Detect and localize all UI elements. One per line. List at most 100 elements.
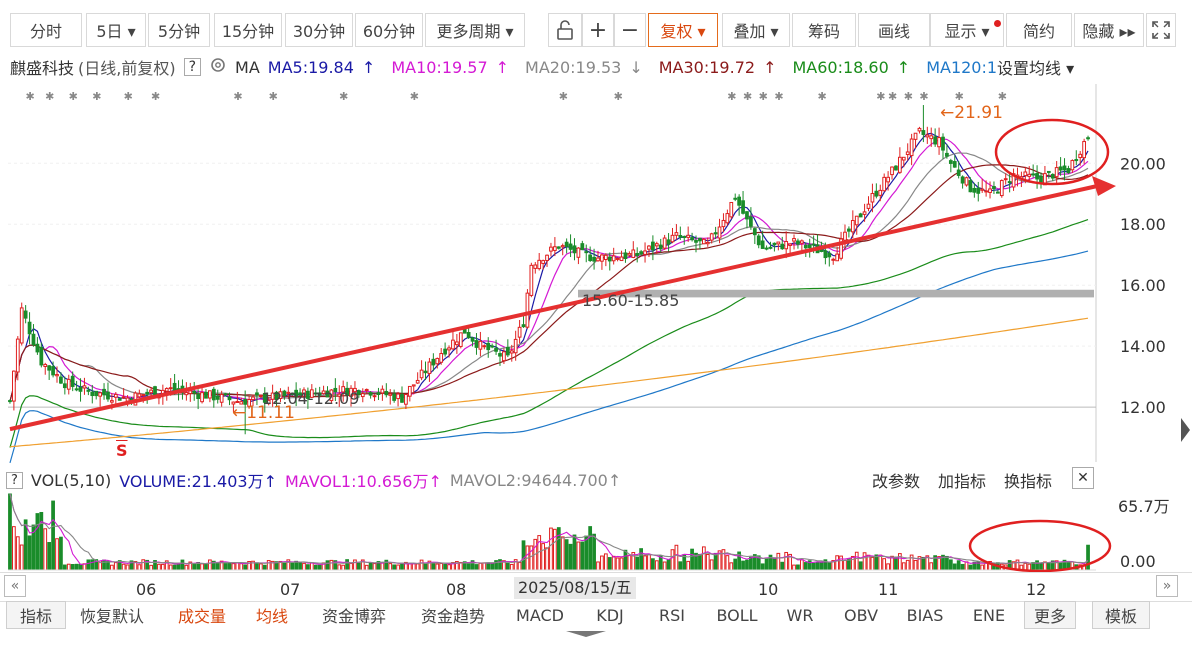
tab-bias[interactable]: BIAS	[906, 605, 944, 625]
candle-body	[729, 201, 734, 218]
period-more[interactable]: 更多周期 ▾	[425, 13, 525, 47]
candle-body	[639, 251, 643, 255]
volume-bar	[78, 563, 83, 571]
panel-drag-handle[interactable]	[566, 631, 606, 637]
ma120-label: MA120:1	[926, 57, 998, 77]
add-indicator-button[interactable]: 加指标	[938, 472, 987, 491]
candle-body	[1074, 159, 1079, 162]
zoom-out-button[interactable]: −	[614, 13, 646, 47]
candle-body	[55, 374, 59, 377]
volume-bar	[749, 556, 753, 571]
fullscreen-button[interactable]	[1146, 13, 1176, 47]
candle-body	[1078, 153, 1083, 159]
s-marker[interactable]: S	[116, 441, 128, 460]
volume-bar	[709, 559, 714, 571]
candle-body	[521, 324, 526, 328]
period-fenshi[interactable]: 分时	[10, 13, 82, 47]
candle-body	[925, 134, 930, 138]
tab-wr[interactable]: WR	[786, 605, 814, 625]
adjust-button[interactable]: 复权 ▾	[648, 13, 718, 47]
event-marker: ✱	[743, 90, 752, 103]
volume-bar	[474, 564, 479, 571]
candle-body	[384, 391, 389, 396]
candle-body	[698, 237, 702, 242]
volume-bar	[505, 562, 510, 571]
candle-body	[737, 196, 742, 206]
volume-bar	[948, 559, 953, 571]
candle-body	[1066, 168, 1071, 174]
candle-body	[968, 180, 973, 193]
gear-icon[interactable]	[209, 56, 227, 78]
event-marker: ✱	[998, 90, 1007, 103]
set-ma-button[interactable]: 设置均线 ▾	[997, 59, 1075, 78]
tab-restore-default[interactable]: 恢复默认	[79, 607, 144, 626]
period-30min[interactable]: 30分钟	[285, 13, 353, 47]
tab-indicator[interactable]: 指标	[6, 601, 66, 629]
lock-button[interactable]	[548, 13, 582, 47]
display-button[interactable]: 显示 ▾	[930, 13, 1004, 47]
edit-params-button[interactable]: 改参数	[872, 472, 921, 491]
close-indicator-button[interactable]: ✕	[1072, 467, 1094, 489]
volume-bar	[349, 562, 353, 571]
volume-help[interactable]: ?	[6, 471, 23, 489]
event-marker: ✱	[233, 90, 242, 103]
simple-button[interactable]: 简约	[1006, 13, 1072, 47]
candle-body	[784, 241, 789, 250]
candle-body	[82, 385, 87, 389]
tab-more[interactable]: 更多	[1024, 601, 1076, 629]
volume-bar	[850, 555, 855, 571]
tab-boll[interactable]: BOLL	[716, 605, 758, 625]
tab-ene[interactable]: ENE	[972, 605, 1006, 625]
volume-chart[interactable]	[0, 490, 1192, 572]
candle-body	[325, 390, 330, 398]
candle-body	[474, 340, 479, 348]
hide-button[interactable]: 隐藏 ▸▸	[1074, 13, 1144, 47]
event-marker: ✱	[339, 90, 348, 103]
volume-bar	[208, 559, 212, 571]
scroll-right-arrow[interactable]	[1181, 418, 1190, 442]
scroll-right-button[interactable]: »	[1156, 575, 1178, 597]
overlay-button[interactable]: 叠加 ▾	[722, 13, 790, 47]
tab-fund-trend[interactable]: 资金趋势	[420, 607, 485, 626]
chips-button[interactable]: 筹码	[792, 13, 856, 47]
volume-bar	[15, 536, 20, 571]
candle-body	[513, 338, 518, 354]
vol-indicator: VOL(5,10)	[30, 470, 112, 490]
candle-body	[219, 393, 224, 403]
candle-body	[215, 395, 220, 400]
candle-body	[51, 366, 55, 376]
candle-body	[596, 257, 600, 262]
zoom-in-button[interactable]: +	[582, 13, 614, 47]
month-label-08: 08	[446, 580, 467, 599]
scroll-left-button[interactable]: «	[4, 575, 26, 597]
period-5day[interactable]: 5日 ▾	[86, 13, 146, 47]
tab-obv[interactable]: OBV	[843, 605, 879, 625]
period-5min[interactable]: 5分钟	[148, 13, 210, 47]
tab-rsi[interactable]: RSI	[659, 605, 685, 625]
tab-ma[interactable]: 均线	[255, 607, 288, 626]
tab-kdj[interactable]: KDJ	[596, 605, 624, 625]
tab-volume[interactable]: 成交量	[177, 607, 226, 626]
volume-bar	[576, 541, 581, 571]
candle-body	[349, 387, 353, 397]
tab-macd[interactable]: MACD	[516, 605, 564, 625]
period-15min[interactable]: 15分钟	[214, 13, 282, 47]
candle-body	[792, 238, 796, 242]
volume-bar	[960, 563, 965, 571]
candle-body	[317, 392, 322, 396]
candle-body	[1023, 171, 1028, 177]
candle-body	[262, 392, 267, 403]
candle-body	[188, 390, 193, 395]
switch-indicator-button[interactable]: 换指标	[1004, 472, 1053, 491]
ma-line-long	[9, 317, 1089, 448]
help-button[interactable]: ?	[183, 58, 202, 76]
volume-bar	[874, 554, 879, 571]
tab-template[interactable]: 模板	[1092, 601, 1150, 629]
price-chart[interactable]: ✱ ✱ ✱ ✱ ✱ ✱ ✱ ✱ ✱ ✱ ✱ ✱ ✱ ✱ ✱ ✱ ✱ ✱ ✱ ✱ ✱ ✱ ✱ 12.0014.0016.001…	[0, 80, 1192, 470]
volume-bar	[553, 528, 557, 571]
candle-body	[529, 264, 534, 296]
period-60min[interactable]: 60分钟	[355, 13, 423, 47]
draw-button[interactable]: 画线	[858, 13, 930, 47]
tab-fund-game[interactable]: 资金博弈	[321, 607, 386, 626]
volume-bar	[19, 544, 24, 571]
